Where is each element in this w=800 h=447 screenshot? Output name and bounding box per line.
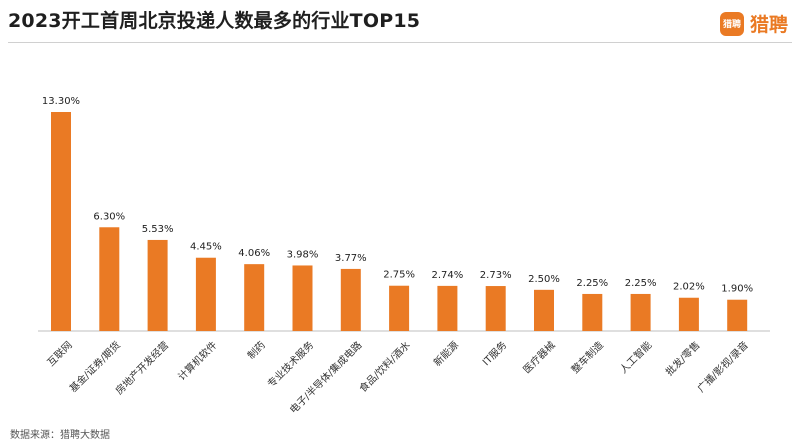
category-label: 新能源 bbox=[431, 338, 461, 368]
category-label: 人工智能 bbox=[617, 338, 654, 375]
data-label: 2.73% bbox=[480, 270, 512, 281]
data-label: 2.25% bbox=[625, 278, 657, 289]
bar bbox=[99, 227, 120, 331]
bar bbox=[485, 286, 506, 331]
category-label: 整车制造 bbox=[568, 338, 605, 375]
category-label: 批发/零售 bbox=[663, 338, 703, 378]
bar bbox=[244, 264, 265, 331]
bar bbox=[195, 257, 216, 331]
bar bbox=[51, 112, 71, 331]
bar bbox=[534, 289, 554, 331]
data-label: 13.30% bbox=[42, 96, 80, 107]
data-label: 6.30% bbox=[93, 211, 125, 222]
data-label: 2.50% bbox=[528, 274, 560, 285]
bar bbox=[727, 299, 748, 331]
data-label: 2.75% bbox=[383, 270, 415, 281]
bar bbox=[147, 239, 168, 331]
category-label: 计算机软件 bbox=[175, 338, 220, 383]
category-label: 食品/饮料/酒水 bbox=[356, 338, 412, 394]
bar bbox=[582, 293, 603, 331]
bar bbox=[630, 293, 651, 331]
logo-text: 猎聘 bbox=[749, 14, 788, 36]
data-label: 2.74% bbox=[432, 270, 464, 281]
category-label: 基金/证券/期货 bbox=[67, 338, 123, 394]
bar bbox=[437, 285, 458, 331]
title-divider bbox=[8, 42, 792, 43]
category-label: 互联网 bbox=[45, 339, 75, 369]
data-label: 4.45% bbox=[190, 242, 222, 253]
data-label: 4.06% bbox=[238, 248, 270, 259]
data-source: 数据来源：猎聘大数据 bbox=[10, 430, 110, 441]
logo-badge-icon: 猎聘 bbox=[719, 11, 744, 36]
category-label: 制药 bbox=[245, 338, 268, 361]
bar bbox=[340, 268, 361, 331]
bar bbox=[389, 285, 410, 331]
chart-title: 2023开工首周北京投递人数最多的行业TOP15 bbox=[8, 10, 421, 32]
brand-logo: 猎聘 猎聘 bbox=[719, 10, 788, 37]
data-label: 3.98% bbox=[287, 249, 319, 260]
category-label: 专业技术服务 bbox=[265, 338, 317, 390]
category-label: IT服务 bbox=[480, 338, 510, 368]
data-label: 1.90% bbox=[721, 284, 753, 295]
data-label: 5.53% bbox=[142, 224, 174, 235]
data-label: 3.77% bbox=[335, 253, 367, 264]
category-label: 广播/影视/录音 bbox=[694, 338, 750, 394]
category-label: 医疗器械 bbox=[520, 338, 557, 375]
bar bbox=[292, 265, 313, 331]
bar bbox=[678, 297, 699, 331]
data-label: 2.02% bbox=[673, 282, 705, 293]
data-label: 2.25% bbox=[576, 278, 608, 289]
